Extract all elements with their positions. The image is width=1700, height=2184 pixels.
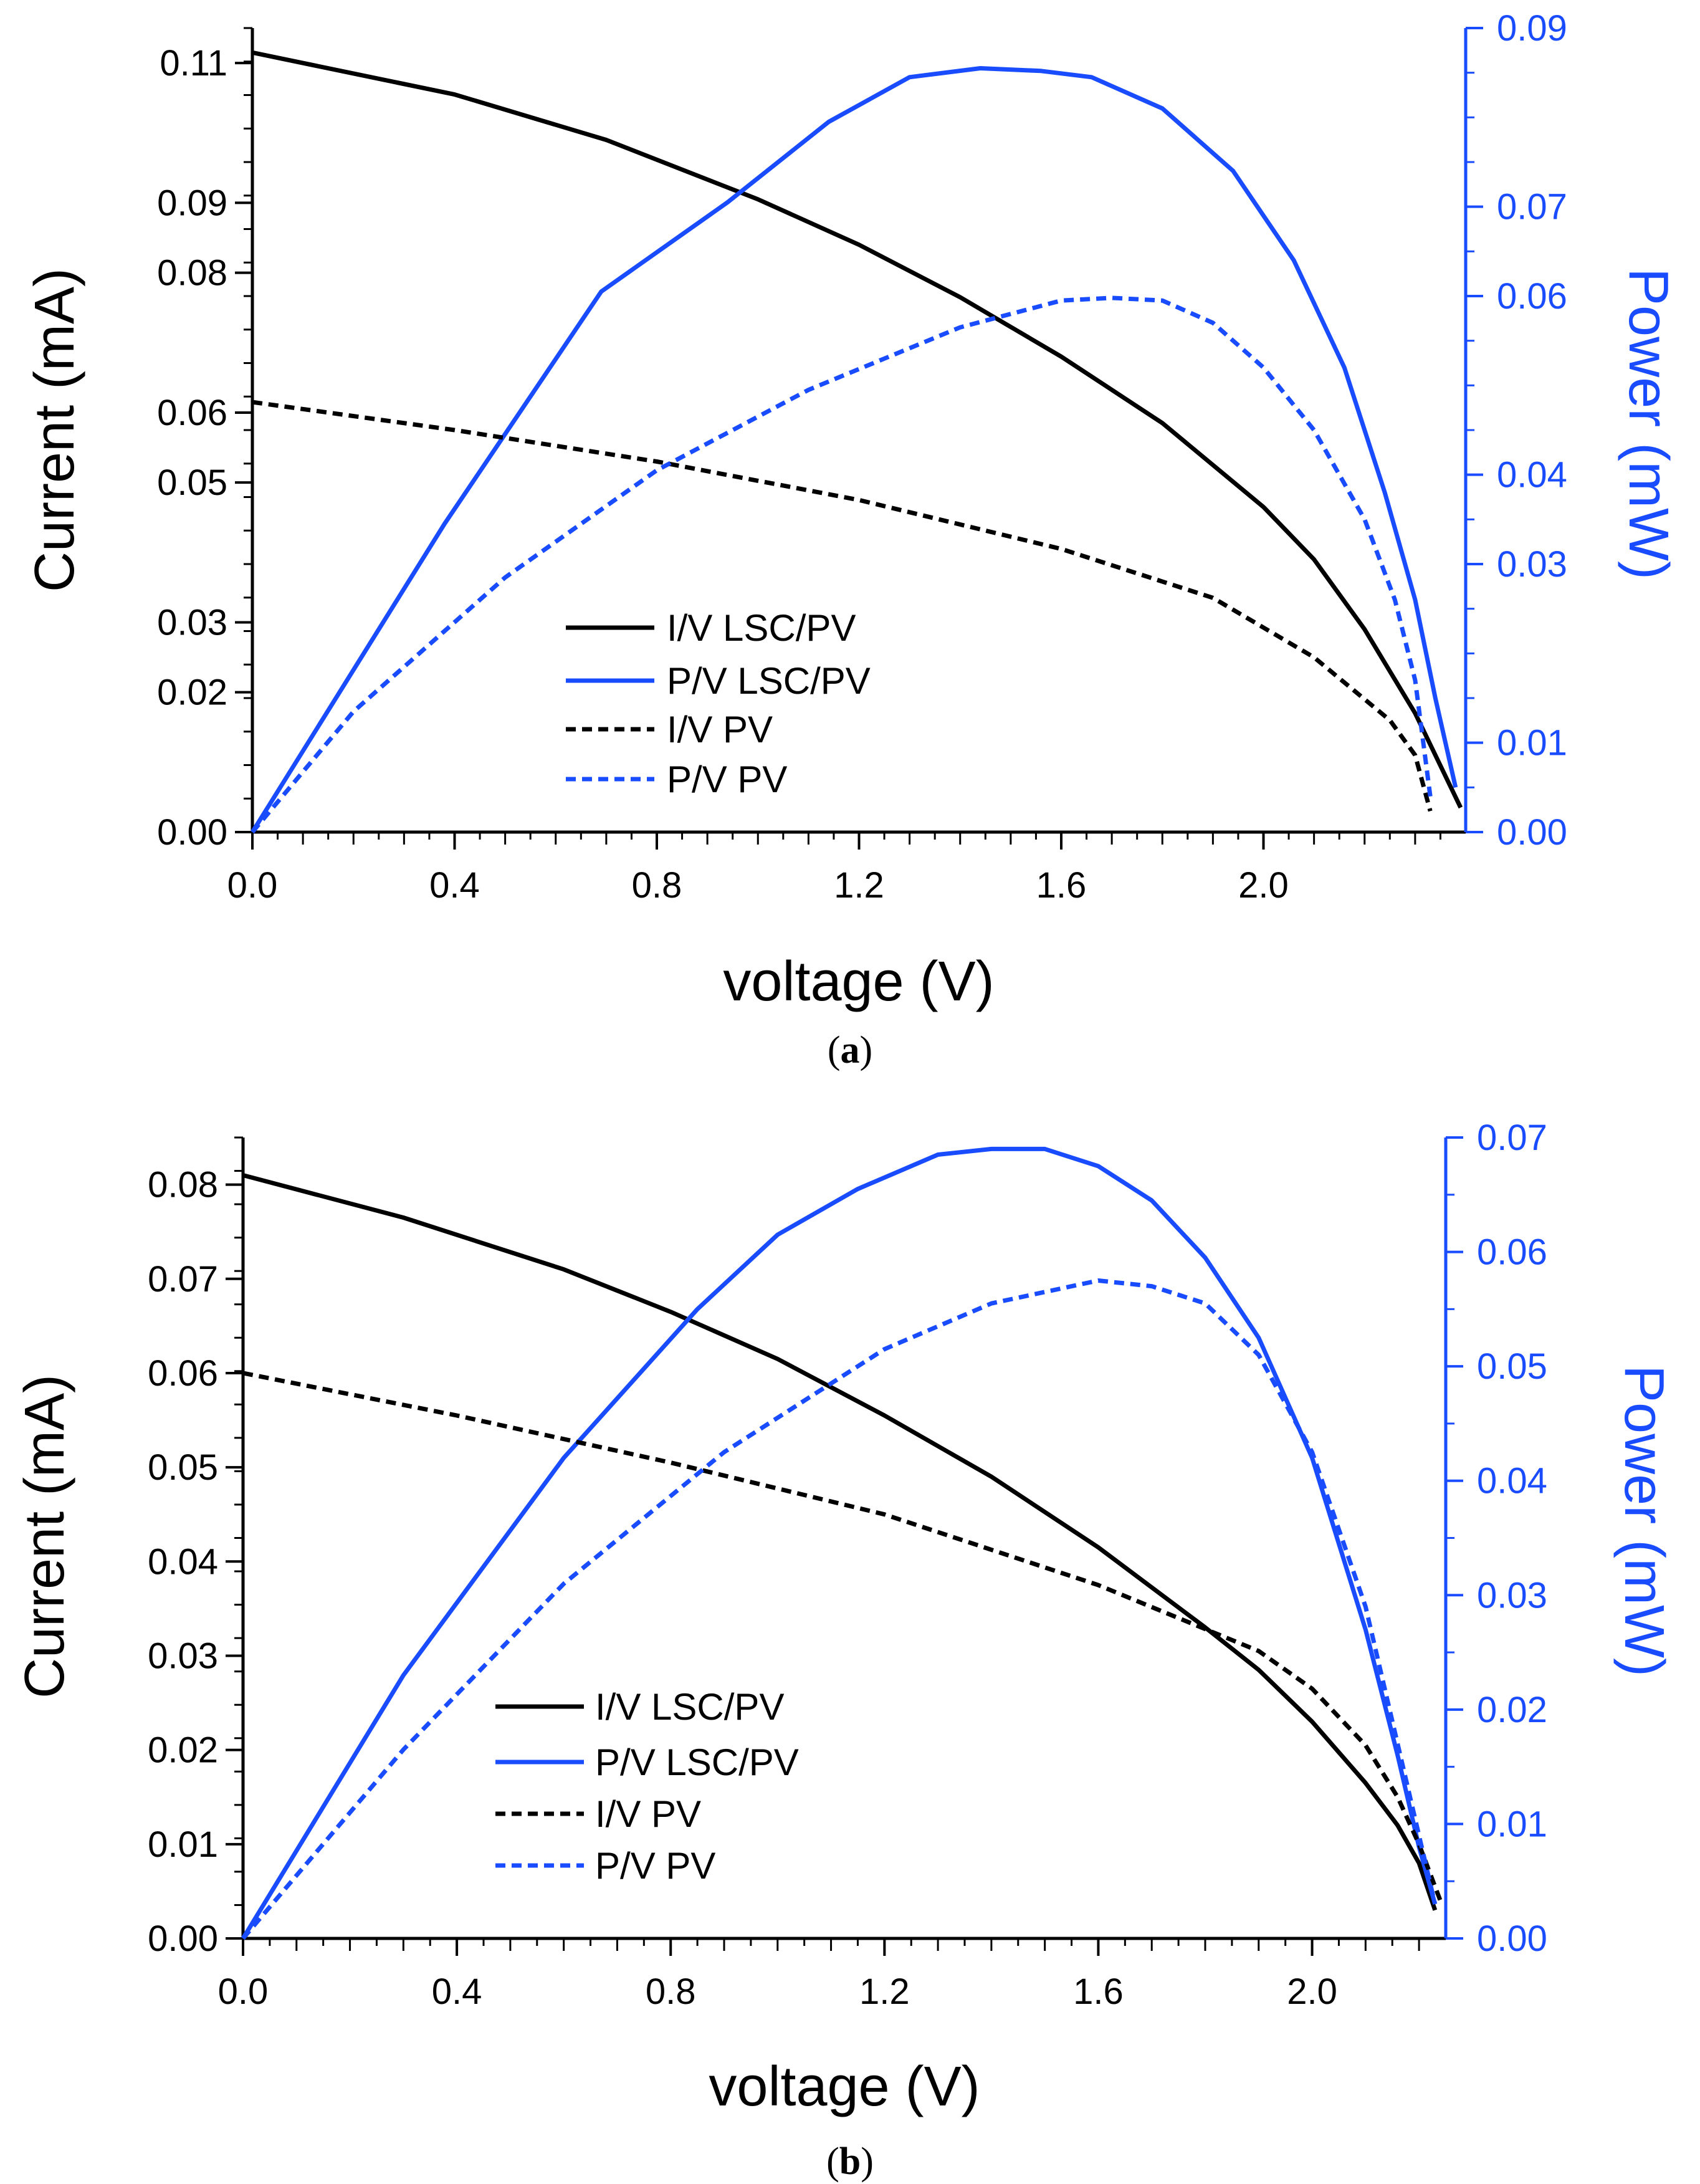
panel-b-legend: I/V LSC/PV P/V LSC/PV I/V PV P/V PV: [495, 1686, 799, 1887]
panel-a-series-p-v-pv-dashed: [251, 295, 1433, 834]
panel-b-x-tick-label: 1.6: [1073, 1971, 1124, 2012]
panel-a-x-tick-label: 2.0: [1238, 865, 1289, 906]
panel-a-y-left-tick-label: 0.09: [157, 183, 227, 223]
panel-b-ticks: 0.0 0.4 0.8 1.2 1.6 2.0 0.00 0.01 0.02 0.03 0.04 0.…: [148, 1118, 1547, 2012]
panel-b-y-right-tick-label: 0.06: [1477, 1232, 1547, 1273]
panel-a-axes: [251, 28, 1468, 834]
panel-a-xlabel: voltage (V): [723, 951, 994, 1013]
panel-b-y-left-tick-label: 0.05: [148, 1447, 218, 1488]
panel-a-series-p-v-lsc-pv: [251, 66, 1458, 833]
panel-a-y-right-tick-label: 0.00: [1497, 812, 1567, 853]
panel-b-legend-label-0: I/V LSC/PV: [595, 1686, 784, 1728]
panel-b-y-right-tick-label: 0.00: [1477, 1918, 1547, 1959]
panel-a-y-right-tick-label: 0.09: [1497, 8, 1567, 49]
panel-a-series-i-v-pv-dashed: [252, 400, 1433, 812]
panel-a-label: (a): [828, 1029, 872, 1071]
panel-b-label: (b): [826, 2140, 874, 2183]
panel-a-y-left-tick-label: 0.06: [157, 393, 227, 433]
panel-a-legend-label-2: I/V PV: [667, 709, 773, 750]
panel-a-legend-label-0: I/V LSC/PV: [667, 607, 856, 649]
panel-a-y-left-tick-label: 0.02: [157, 673, 227, 713]
panel-a-y-right-tick-label: 0.07: [1497, 187, 1567, 228]
panel-b-y-left-tick-label: 0.07: [148, 1259, 218, 1300]
panel-a-y-right-tick-label: 0.04: [1497, 455, 1567, 496]
panel-b: 0.0 0.4 0.8 1.2 1.6 2.0 0.00 0.01 0.02 0.03 0.04 0.…: [14, 1118, 1675, 2183]
panel-a-y-right-tick-label: 0.01: [1497, 723, 1567, 764]
panel-a-legend-label-3: P/V PV: [667, 759, 787, 800]
panel-b-ylabel-right: Power (mW): [1613, 1365, 1675, 1677]
panel-b-xlabel: voltage (V): [709, 2056, 980, 2118]
panel-b-y-right-tick-label: 0.07: [1477, 1118, 1547, 1158]
panel-b-y-left-tick-label: 0.08: [148, 1165, 218, 1205]
panel-b-legend-label-2: I/V PV: [595, 1793, 701, 1835]
panel-a-ylabel-right: Power (mW): [1617, 268, 1679, 580]
panel-a-x-tick-label: 0.0: [227, 865, 278, 906]
panel-b-legend-label-1: P/V LSC/PV: [595, 1741, 799, 1783]
panel-a-legend: I/V LSC/PV P/V LSC/PV I/V PV P/V PV: [566, 607, 871, 800]
panel-a-y-right-tick-label: 0.06: [1497, 276, 1567, 317]
panel-b-y-left-tick-label: 0.01: [148, 1824, 218, 1865]
panel-a-ylabel-left: Current (mA): [24, 268, 86, 592]
panel-b-series-p-v-pv-dashed: [241, 1278, 1438, 1940]
panel-a-x-tick-label: 0.8: [632, 865, 682, 906]
panel-b-y-left-tick-label: 0.00: [148, 1918, 218, 1959]
panel-a-y-left-tick-label: 0.11: [160, 43, 227, 84]
panel-b-y-right-tick-label: 0.05: [1477, 1346, 1547, 1387]
panel-a-x-tick-label: 0.4: [429, 865, 480, 906]
panel-a: 0.0 0.4 0.8 1.2 1.6 2.0 0.00 0.02 0.03 0.05 0.06 0.…: [24, 8, 1679, 1071]
panel-a-y-left-tick-label: 0.03: [157, 602, 227, 643]
panel-a-legend-label-1: P/V LSC/PV: [667, 660, 871, 702]
panel-b-y-right-tick-label: 0.02: [1477, 1690, 1547, 1730]
panel-b-y-right-tick-label: 0.03: [1477, 1575, 1547, 1616]
panel-b-y-left-tick-label: 0.03: [148, 1636, 218, 1676]
panel-a-ticks: 0.0 0.4 0.8 1.2 1.6 2.0 0.00 0.02 0.03 0.05 0.06 0.…: [157, 8, 1567, 906]
panel-a-x-tick-label: 1.6: [1036, 865, 1087, 906]
panel-b-series-i-v-lsc-pv: [242, 1173, 1438, 1911]
panel-b-curves: [241, 1146, 1443, 1940]
panel-a-curves: [251, 50, 1463, 834]
panel-a-y-left-tick-label: 0.05: [157, 462, 227, 503]
panel-a-y-left-tick-label: 0.08: [157, 253, 227, 294]
panel-b-x-tick-label: 1.2: [859, 1971, 910, 2012]
panel-b-x-tick-label: 0.4: [432, 1971, 482, 2012]
panel-b-x-tick-label: 2.0: [1287, 1971, 1337, 2012]
panel-b-x-tick-label: 0.0: [218, 1971, 269, 2012]
panel-b-y-left-tick-label: 0.04: [148, 1541, 218, 1582]
panel-b-ylabel-left: Current (mA): [14, 1374, 76, 1698]
panel-b-axes: [241, 1138, 1448, 1940]
panel-a-series-i-v-lsc-pv: [252, 50, 1463, 809]
panel-a-y-left-tick-label: 0.00: [157, 812, 227, 853]
panel-b-x-tick-label: 0.8: [646, 1971, 696, 2012]
panel-b-legend-label-3: P/V PV: [595, 1845, 715, 1887]
panel-b-y-right-tick-label: 0.04: [1477, 1461, 1547, 1502]
panel-b-y-left-tick-label: 0.02: [148, 1730, 218, 1771]
panel-b-series-p-v-lsc-pv: [241, 1146, 1438, 1940]
panel-b-series-i-v-pv-dashed: [242, 1371, 1443, 1902]
panel-b-y-right-tick-label: 0.01: [1477, 1804, 1547, 1844]
panel-a-y-right-tick-label: 0.03: [1497, 544, 1567, 585]
panel-a-x-tick-label: 1.2: [834, 865, 884, 906]
panel-b-y-left-tick-label: 0.06: [148, 1353, 218, 1394]
